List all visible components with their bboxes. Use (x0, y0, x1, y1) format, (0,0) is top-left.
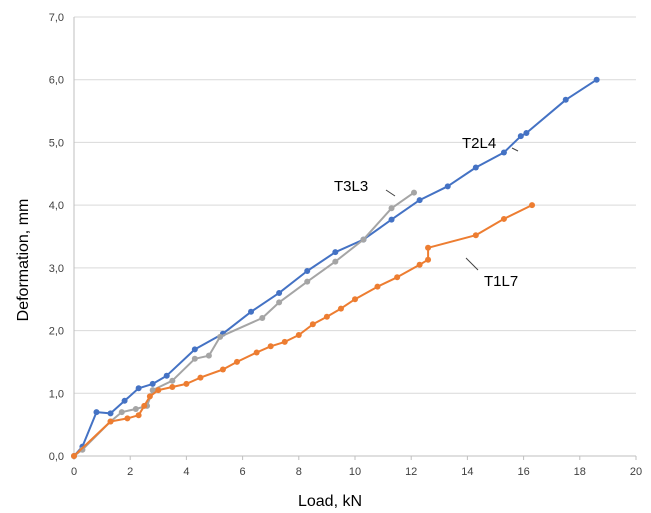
data-point (352, 296, 358, 303)
data-point (197, 374, 204, 381)
data-point (309, 321, 316, 328)
data-point (295, 331, 302, 338)
data-point (472, 164, 479, 171)
x-tick-label: 18 (574, 466, 586, 478)
data-point (183, 380, 190, 387)
x-tick-label: 16 (517, 466, 529, 478)
data-point (323, 313, 330, 320)
y-tick-label: 7,0 (49, 12, 64, 24)
data-point (155, 387, 162, 394)
x-axis-title: Load, kN (298, 493, 362, 510)
y-tick-label: 2,0 (49, 326, 64, 338)
data-point (360, 236, 367, 243)
data-point (562, 96, 569, 103)
x-tick-label: 8 (296, 466, 302, 478)
x-tick-label: 2 (127, 466, 133, 478)
data-point (593, 76, 600, 83)
annotation-t3l3: T3L3 (334, 178, 368, 195)
tick-labels: 0,0 1,0 2,0 3,0 4,0 5,0 6,0 7,0 0 2 4 6 8 10 12 14 16 18 2… (49, 12, 642, 478)
data-point (191, 355, 198, 362)
data-point (444, 183, 451, 190)
annotation-t1l7: T1L7 (484, 273, 518, 290)
data-point (411, 189, 418, 196)
y-tick-label: 0,0 (49, 451, 64, 463)
data-point (416, 261, 423, 268)
series-t1l7 (71, 202, 536, 459)
data-point (517, 133, 524, 140)
data-point (304, 278, 311, 285)
x-tick-label: 10 (349, 466, 361, 478)
data-point (276, 289, 283, 296)
series-line (73, 204, 533, 457)
data-point (425, 256, 432, 263)
data-point (374, 283, 381, 290)
data-point (107, 418, 114, 425)
data-point (233, 358, 240, 365)
data-point (141, 402, 148, 409)
series-lines (71, 76, 600, 459)
data-point (149, 387, 156, 394)
data-point (146, 393, 153, 400)
annotation-leader (465, 257, 479, 271)
annotation-leader (385, 189, 396, 197)
data-point (500, 149, 507, 156)
series-line (73, 191, 415, 457)
data-point (281, 338, 288, 345)
data-point (169, 377, 176, 384)
y-tick-label: 5,0 (49, 137, 64, 149)
axes (73, 17, 637, 460)
data-point (529, 202, 536, 209)
data-point (259, 315, 266, 322)
x-tick-label: 0 (71, 466, 77, 478)
y-axis-title: Deformation, mm (15, 199, 32, 322)
y-tick-label: 6,0 (49, 75, 64, 87)
data-point (169, 384, 176, 391)
data-point (93, 409, 100, 416)
data-point (248, 308, 255, 315)
y-tick-label: 3,0 (49, 263, 64, 275)
data-point (163, 372, 170, 379)
data-point (191, 346, 198, 353)
data-point (425, 244, 432, 251)
data-point (394, 274, 401, 281)
data-point (205, 352, 212, 359)
data-point (132, 405, 139, 412)
data-point (416, 197, 423, 204)
data-point (107, 410, 114, 417)
y-tick-label: 1,0 (49, 388, 64, 400)
x-tick-label: 14 (461, 466, 473, 478)
data-point (149, 380, 156, 387)
data-point (124, 415, 131, 422)
data-point (276, 299, 283, 306)
data-point (500, 215, 507, 222)
x-tick-label: 12 (405, 466, 417, 478)
data-point (267, 343, 274, 350)
data-point (523, 130, 530, 137)
data-point (332, 249, 339, 256)
data-point (332, 258, 339, 265)
data-point (472, 232, 479, 239)
data-point (388, 216, 395, 223)
data-point (118, 409, 125, 416)
data-point (71, 453, 77, 459)
data-point (135, 385, 142, 392)
x-tick-label: 20 (630, 466, 642, 478)
data-point (121, 397, 128, 404)
annotation-leader (511, 147, 519, 152)
series-line (73, 78, 598, 457)
data-point (217, 333, 224, 340)
data-point (388, 205, 395, 212)
data-point (253, 349, 260, 356)
x-tick-label: 4 (183, 466, 189, 478)
data-point (219, 366, 226, 373)
data-point (304, 267, 311, 274)
data-point (135, 412, 142, 419)
annotations: T2L4 T3L3 T1L7 (334, 135, 519, 290)
x-tick-label: 6 (240, 466, 246, 478)
data-point (337, 305, 344, 312)
annotation-t2l4: T2L4 (462, 135, 496, 152)
gridlines (74, 16, 636, 394)
y-tick-label: 4,0 (49, 200, 64, 212)
